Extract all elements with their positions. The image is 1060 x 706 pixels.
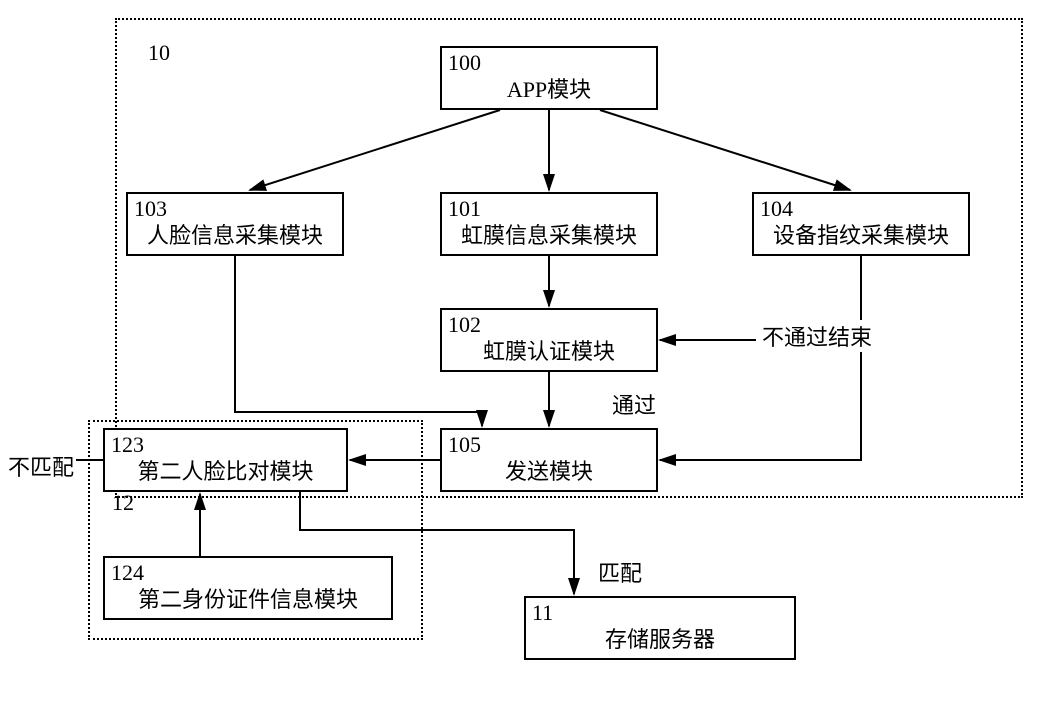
node-103-label: 人脸信息采集模块 (128, 218, 342, 250)
node-102: 102 虹膜认证模块 (440, 308, 658, 372)
node-11: 11 存储服务器 (524, 596, 796, 660)
node-103: 103 人脸信息采集模块 (126, 192, 344, 256)
region-10-label: 10 (148, 40, 170, 66)
node-105-label: 发送模块 (442, 454, 656, 486)
node-123: 123 第二人脸比对模块 (103, 428, 348, 492)
node-104: 104 设备指纹采集模块 (752, 192, 970, 256)
edge-label-match: 匹配 (596, 556, 644, 588)
node-101: 101 虹膜信息采集模块 (440, 192, 658, 256)
node-100: 100 APP模块 (440, 46, 658, 110)
region-12-label: 12 (112, 490, 134, 516)
node-123-label: 第二人脸比对模块 (105, 454, 346, 486)
edge-label-failend: 不通过结束 (760, 320, 874, 352)
edge-label-pass: 通过 (610, 388, 658, 420)
node-124: 124 第二身份证件信息模块 (103, 556, 393, 620)
node-102-label: 虹膜认证模块 (442, 334, 656, 366)
node-124-label: 第二身份证件信息模块 (105, 582, 391, 614)
node-105: 105 发送模块 (440, 428, 658, 492)
diagram-canvas: 10 12 100 APP模块 103 人脸信息采集模块 101 虹膜信息采集模… (0, 0, 1060, 706)
edge-label-nomatch: 不匹配 (6, 450, 76, 482)
node-11-label: 存储服务器 (526, 622, 794, 654)
node-104-label: 设备指纹采集模块 (754, 218, 968, 250)
node-100-label: APP模块 (442, 72, 656, 104)
node-101-label: 虹膜信息采集模块 (442, 218, 656, 250)
